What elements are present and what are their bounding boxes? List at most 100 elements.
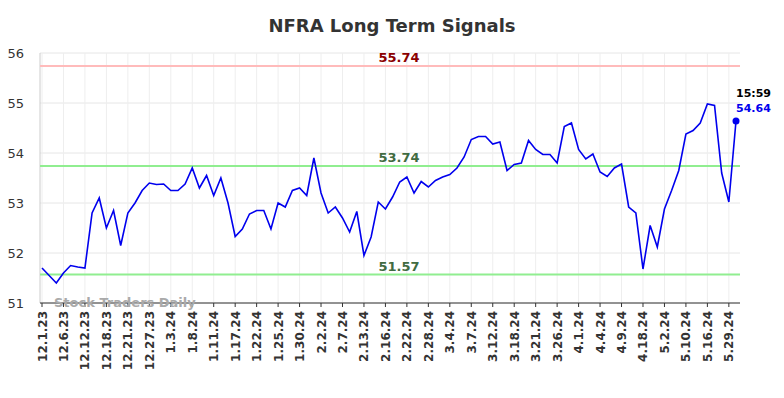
y-tick-label: 55 [7, 96, 24, 111]
grid-line [127, 53, 128, 303]
grid-line [578, 53, 579, 303]
level-label: 51.57 [378, 259, 419, 274]
grid-line [492, 53, 493, 303]
x-tick-label: 2.2.24 [315, 311, 329, 354]
x-tick-label: 3.26.24 [551, 311, 565, 362]
grid-line [321, 53, 322, 303]
y-tick-label: 53 [7, 196, 24, 211]
x-tick [363, 303, 364, 307]
x-tick-label: 3.4.24 [443, 311, 457, 354]
x-tick-label: 1.22.24 [250, 311, 264, 362]
grid-line [363, 53, 364, 303]
x-tick [621, 303, 622, 307]
grid-line [342, 53, 343, 303]
grid-line [299, 53, 300, 303]
y-tick-label: 54 [7, 146, 24, 161]
x-tick-label: 3.7.24 [465, 311, 479, 354]
watermark: Stock Traders Daily [54, 295, 196, 310]
x-tick [278, 303, 279, 307]
title: NFRA Long Term Signals [268, 15, 515, 36]
plot-area [40, 66, 740, 283]
x-tick-label: 1.8.24 [186, 311, 200, 354]
grid-line [192, 53, 193, 303]
x-tick [557, 303, 558, 307]
x-tick [385, 303, 386, 307]
x-tick [42, 303, 43, 307]
x-tick [471, 303, 472, 307]
grid-line [514, 53, 515, 303]
x-tick-label: 1.17.24 [229, 311, 243, 362]
x-tick [685, 303, 686, 307]
grid-line [535, 53, 536, 303]
x-tick [321, 303, 322, 307]
grid-line [449, 53, 450, 303]
y-tick-label: 52 [7, 246, 24, 261]
x-tick [235, 303, 236, 307]
grid-line [63, 53, 64, 303]
grid-line [707, 53, 708, 303]
grid-line [685, 53, 686, 303]
chart: NFRA Long Term Signals 51 52 53 54 55 56 12.1.2… [0, 0, 784, 398]
level-label: 55.74 [378, 50, 419, 65]
x-tick-label: 3.21.24 [529, 311, 543, 362]
x-tick-label: 1.11.24 [207, 311, 221, 362]
x-tick-label: 2.13.24 [357, 311, 371, 362]
x-tick [707, 303, 708, 307]
grid-line [471, 53, 472, 303]
last-value: 54.64 [736, 102, 771, 115]
x-tick [664, 303, 665, 307]
x-tick-label: 4.18.24 [636, 311, 650, 362]
grid-line [256, 53, 257, 303]
x-tick-label: 12.18.23 [100, 311, 114, 370]
x-tick-label: 12.6.23 [57, 311, 71, 362]
x-tick-label: 3.18.24 [508, 311, 522, 362]
x-tick-label: 5.2.24 [658, 311, 672, 354]
grid-line [42, 53, 43, 303]
x-tick-label: 4.9.24 [615, 311, 629, 354]
x-tick [535, 303, 536, 307]
x-tick-label: 2.7.24 [336, 311, 350, 354]
x-tick-label: 2.16.24 [379, 311, 393, 362]
grid-line [40, 103, 740, 104]
x-tick [728, 303, 729, 307]
x-tick [256, 303, 257, 307]
grid-line [428, 53, 429, 303]
x-tick [578, 303, 579, 307]
grid-line [149, 53, 150, 303]
x-tick [299, 303, 300, 307]
x-tick-label: 1.25.24 [272, 311, 286, 362]
x-tick-label: 2.22.24 [400, 311, 414, 362]
grid-line [664, 53, 665, 303]
grid-line [278, 53, 279, 303]
x-tick [449, 303, 450, 307]
x-tick [406, 303, 407, 307]
y-axis [40, 53, 41, 303]
x-tick-label: 12.12.23 [78, 311, 92, 370]
y-tick-label: 51 [7, 296, 24, 311]
y-tick-label: 56 [7, 46, 24, 61]
level-line [40, 65, 740, 67]
grid-line [106, 53, 107, 303]
x-tick-label: 5.16.24 [701, 311, 715, 362]
last-point [733, 118, 740, 125]
x-tick-label: 5.10.24 [679, 311, 693, 362]
x-tick-label: 4.1.24 [572, 311, 586, 354]
grid-line [728, 53, 729, 303]
x-tick-label: 4.4.24 [594, 311, 608, 354]
x-tick [342, 303, 343, 307]
level-label: 53.74 [378, 150, 419, 165]
level-line [40, 165, 740, 167]
grid-line [600, 53, 601, 303]
x-tick-label: 1.30.24 [293, 311, 307, 362]
x-tick-label: 12.27.23 [143, 311, 157, 370]
grid-line [557, 53, 558, 303]
x-tick [428, 303, 429, 307]
grid-line [213, 53, 214, 303]
x-tick [600, 303, 601, 307]
grid-line [40, 253, 740, 254]
x-tick-label: 12.1.23 [36, 311, 50, 362]
x-tick [642, 303, 643, 307]
x-tick-label: 3.12.24 [486, 311, 500, 362]
last-time: 15:59 [736, 87, 771, 100]
x-tick-label: 2.28.24 [422, 311, 436, 362]
